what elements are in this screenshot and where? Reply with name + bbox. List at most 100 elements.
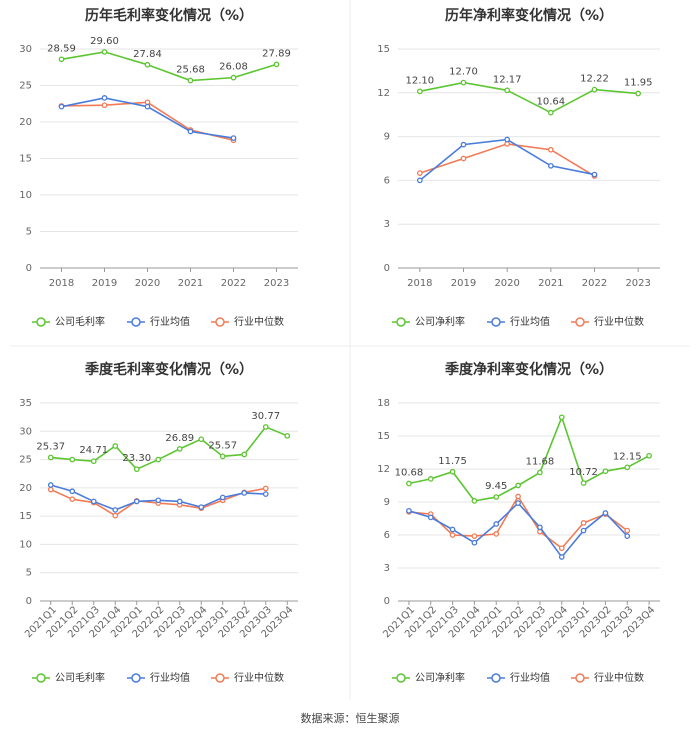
legend-item-industry_median: 行业中位数 (211, 315, 284, 328)
y-tick-label: 6 (384, 175, 390, 186)
data-point-industry_median (262, 485, 269, 492)
data-point-company (230, 74, 237, 81)
data-point-industry_avg (493, 521, 500, 527)
y-tick-label: 12 (377, 88, 390, 99)
data-label: 11.95 (624, 78, 653, 89)
data-label: 11.75 (438, 456, 467, 467)
data-point-industry_avg (515, 500, 521, 506)
y-tick-label: 9 (384, 132, 390, 143)
y-tick-label: 3 (384, 563, 390, 574)
data-point-company (155, 456, 162, 463)
data-point-industry_avg (537, 524, 543, 531)
x-tick-label: 2019 (92, 278, 117, 289)
x-tick-label: 2021 (538, 278, 563, 289)
legend-marker (491, 673, 501, 683)
legend-label: 行业中位数 (234, 315, 284, 328)
legend-item-industry_median: 行业中位数 (571, 315, 644, 328)
data-point-company (537, 469, 543, 476)
data-point-company (262, 424, 269, 430)
data-point-industry_avg (112, 507, 119, 513)
y-tick-label: 10 (19, 539, 32, 550)
legend-marker (396, 673, 406, 683)
chart-panel-2: 历年净利率变化情况（%） 0 3 6 9 12 15 2018 2019 2020 2021 2022… (377, 7, 660, 328)
legend-label: 行业均值 (510, 671, 550, 684)
data-point-company (47, 454, 54, 461)
y-tick-label: 3 (384, 219, 390, 230)
data-point-industry_avg (155, 497, 162, 504)
data-point-industry_avg (471, 539, 478, 546)
data-point-company (101, 49, 108, 55)
legend-item-industry_avg: 行业均值 (487, 315, 550, 328)
data-point-company (273, 61, 280, 68)
data-point-industry_median (580, 520, 587, 526)
y-tick-label: 12 (377, 464, 390, 475)
data-point-industry_avg (416, 177, 423, 184)
data-point-industry_avg (406, 507, 412, 514)
series-line-industry_avg (408, 501, 628, 559)
data-label: 12.22 (580, 74, 609, 85)
data-point-company (624, 464, 631, 471)
data-point-company (241, 451, 248, 458)
legend-marker (491, 317, 501, 327)
legend-label: 公司净利率 (415, 671, 465, 684)
data-label: 12.17 (493, 74, 522, 85)
data-point-company (284, 432, 291, 439)
data-point-industry_median (47, 486, 54, 493)
x-tick-label: 2019 (451, 278, 476, 289)
data-label: 29.60 (90, 36, 119, 47)
data-point-company (144, 61, 151, 68)
data-point-industry_avg (230, 135, 237, 141)
data-label: 11.68 (526, 457, 555, 468)
data-point-industry_avg (262, 491, 269, 497)
x-tick-label: 2022 (221, 278, 246, 289)
data-label: 27.84 (133, 49, 162, 60)
data-point-company (416, 88, 423, 95)
chart-title: 季度毛利率变化情况（%） (84, 361, 253, 378)
legend-label: 公司净利率 (415, 315, 465, 328)
legend-label: 行业中位数 (594, 315, 644, 328)
x-tick-label: 2018 (49, 278, 74, 289)
y-tick-label: 20 (19, 483, 32, 494)
x-tick-label: 2020 (494, 278, 519, 289)
y-tick-label: 15 (19, 154, 32, 165)
data-point-company (69, 456, 76, 463)
series-line-company (408, 414, 650, 502)
data-point-company (471, 498, 478, 504)
legend-label: 行业中位数 (594, 671, 644, 684)
series-line-company (50, 425, 288, 471)
data-point-company (493, 494, 500, 500)
data-point-industry_median (547, 146, 554, 153)
data-point-company (219, 453, 226, 460)
data-label: 10.64 (537, 97, 566, 108)
legend-label: 行业中位数 (234, 671, 284, 684)
y-tick-label: 0 (384, 596, 390, 607)
chart-panel-1: 历年毛利率变化情况（%） 0 5 10 15 20 25 30 2018 2019 2020 2021… (19, 7, 298, 328)
data-point-company (90, 458, 97, 465)
legend-label: 公司毛利率 (55, 671, 105, 684)
legend-label: 行业均值 (150, 671, 190, 684)
x-tick-label: 2022 (582, 278, 607, 289)
y-tick-label: 6 (384, 530, 390, 541)
data-label: 25.37 (36, 441, 65, 452)
data-point-industry_median (558, 545, 565, 552)
legend-marker (575, 317, 585, 327)
legend-item-company: 公司毛利率 (32, 315, 105, 328)
data-point-industry_avg (460, 141, 467, 148)
y-tick-label: 25 (19, 81, 32, 92)
y-tick-label: 0 (26, 263, 32, 274)
data-point-industry_avg (558, 554, 565, 560)
data-point-company (406, 480, 412, 487)
data-point-company (133, 466, 140, 473)
x-tick-label: 2018 (407, 278, 432, 289)
legend-marker (131, 673, 141, 683)
data-source-note: 数据来源：恒生聚源 (300, 712, 400, 725)
y-tick-label: 25 (19, 455, 32, 466)
legend-item-industry_avg: 行业均值 (127, 315, 190, 328)
data-label: 12.10 (406, 75, 435, 86)
data-label: 30.77 (251, 411, 280, 422)
data-point-industry_avg (133, 498, 140, 505)
chart-panel-3: 季度毛利率变化情况（%）051015202530352021Q12021Q220… (19, 361, 298, 684)
data-label: 27.89 (262, 48, 291, 59)
y-tick-label: 0 (26, 596, 32, 607)
